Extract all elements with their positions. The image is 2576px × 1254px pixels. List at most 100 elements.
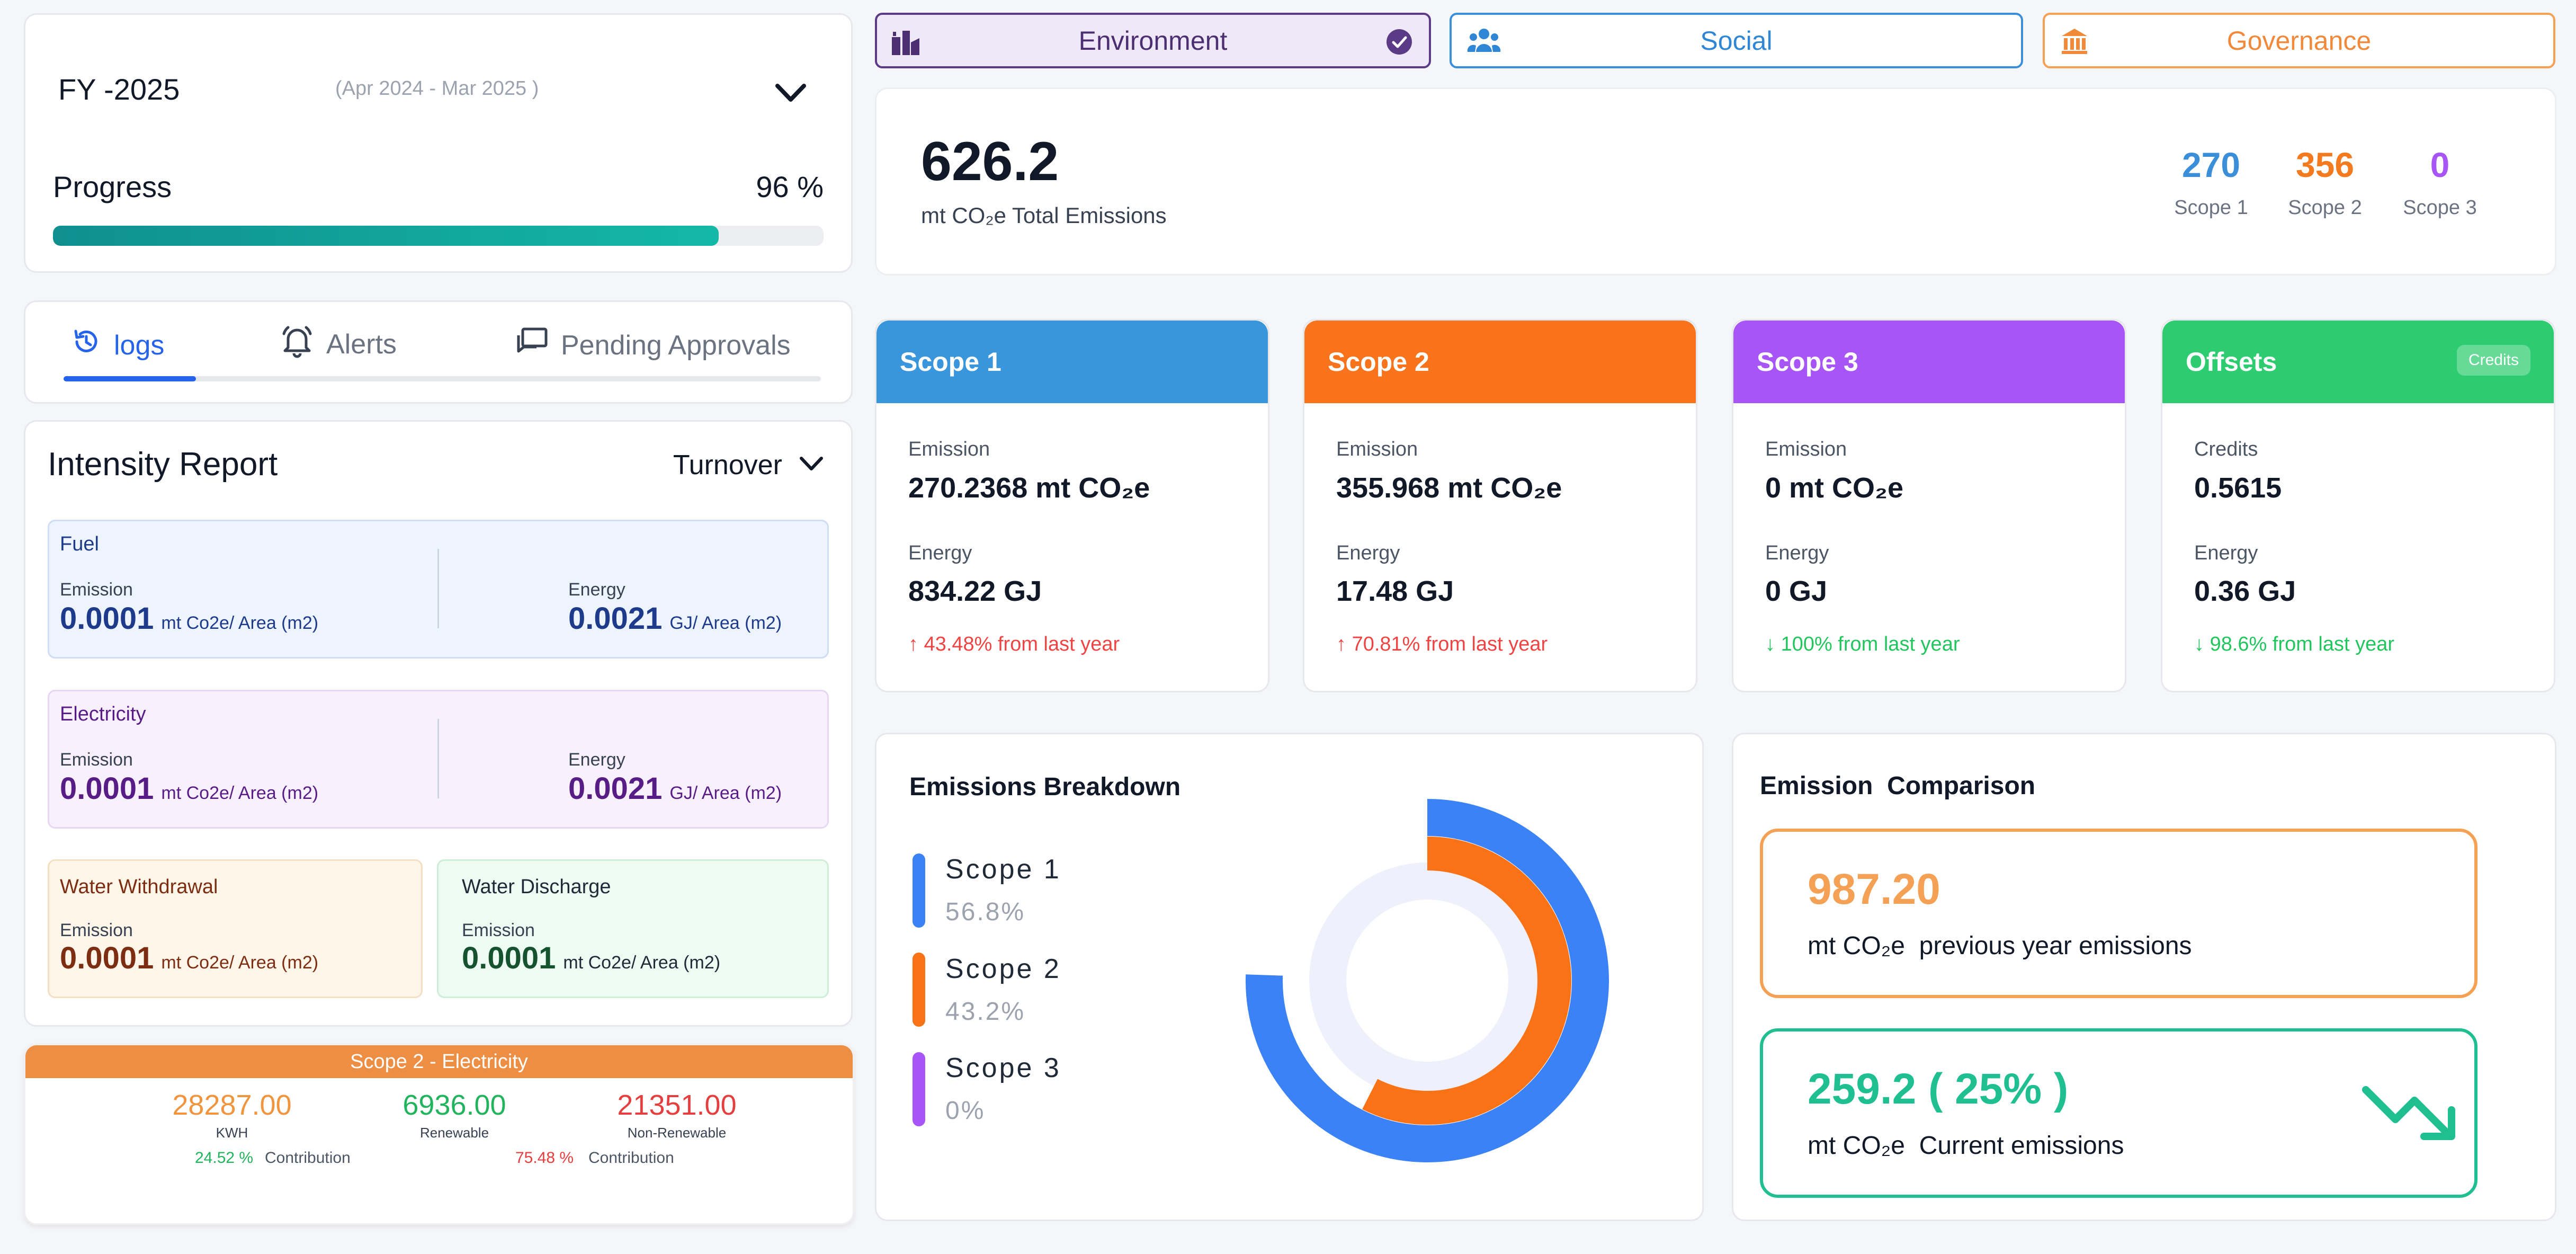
scope2-legend-swatch — [913, 953, 925, 1027]
scope2-emission-label: Emission — [1336, 438, 1418, 460]
previous-year-emissions-label: mt CO₂e previous year emissions — [1808, 932, 2192, 960]
scope2-card-title: Scope 2 — [1304, 321, 1696, 403]
water-withdrawal-emission-value: 0.0001 mt Co2e/ Area (m2) — [60, 941, 319, 975]
renewable-contribution-label: Contribution — [265, 1149, 351, 1167]
trend-down-icon — [2362, 1082, 2462, 1146]
offsets-card[interactable]: Offsets Credits Credits 0.5615 Energy 0.… — [2161, 319, 2555, 692]
history-icon — [70, 326, 102, 364]
emission-comparison-card: Emission Comparison 987.20 mt CO₂e previ… — [1732, 733, 2556, 1221]
tab-logs[interactable]: logs — [70, 326, 164, 364]
tab-environment[interactable]: Environment — [875, 13, 1431, 68]
scope1-summary-value: 270 — [2181, 145, 2241, 184]
renewable-percent: 24.52 % — [195, 1149, 254, 1167]
tab-pending-approvals[interactable]: Pending Approvals — [515, 326, 791, 364]
scope3-summary: 0 Scope 3 — [2392, 145, 2488, 219]
tab-alerts-label: Alerts — [326, 328, 397, 360]
credits-badge: Credits — [2456, 345, 2530, 376]
scope3-legend-percent: 0% — [945, 1097, 986, 1125]
scope3-emission-value: 0 mt CO₂e — [1765, 472, 1904, 504]
bell-icon — [280, 323, 315, 365]
scope1-card[interactable]: Scope 1 Emission 270.2368 mt CO₂e Energy… — [875, 319, 1269, 692]
scope1-summary: 270 Scope 1 — [2163, 145, 2259, 219]
bank-icon — [2060, 26, 2089, 63]
kwh-value: 28287.00 — [172, 1089, 292, 1121]
intensity-report-title: Intensity Report — [48, 446, 278, 483]
emissions-breakdown-title: Emissions Breakdown — [909, 773, 1181, 801]
scope3-emission-label: Emission — [1765, 438, 1847, 460]
electricity-energy-value: 0.0021 GJ/ Area (m2) — [568, 771, 782, 806]
non-renewable-value: 21351.00 — [617, 1089, 737, 1121]
offsets-credits-label: Credits — [2194, 438, 2258, 460]
electricity-emission-value: 0.0001 mt Co2e/ Area (m2) — [60, 771, 319, 806]
arrow-down-icon: ↓ — [2194, 633, 2204, 655]
offsets-energy-value: 0.36 GJ — [2194, 575, 2296, 607]
tab-alerts[interactable]: Alerts — [280, 323, 397, 365]
non-renewable-contribution-label: Contribution — [588, 1149, 674, 1167]
offsets-energy-label: Energy — [2194, 542, 2258, 564]
progress-value: 96 % — [756, 170, 824, 203]
chevron-down-icon — [798, 449, 825, 481]
tab-social-label: Social — [1700, 25, 1773, 56]
scope1-summary-label: Scope 1 — [2174, 197, 2248, 219]
chat-icon — [515, 326, 549, 364]
users-icon — [1466, 26, 1501, 63]
donut-slice-scope-1[interactable] — [1246, 799, 1609, 1162]
scope1-legend-percent: 56.8% — [945, 898, 1026, 926]
scope2-energy-value: 17.48 GJ — [1336, 575, 1454, 607]
scope2-electricity-title: Scope 2 - Electricity — [25, 1045, 853, 1078]
intensity-selector[interactable]: Turnover — [673, 449, 825, 481]
scope2-emission-value: 355.968 mt CO₂e — [1336, 472, 1562, 504]
previous-year-emissions-box: 987.20 mt CO₂e previous year emissions — [1760, 829, 2477, 998]
current-emissions-label: mt CO₂e Current emissions — [1808, 1132, 2124, 1160]
arrow-up-icon: ↑ — [908, 633, 918, 655]
water-discharge-emission-value: 0.0001 mt Co2e/ Area (m2) — [462, 941, 721, 975]
scope1-trend: ↑ 43.48% from last year — [908, 633, 1120, 655]
progress-bar — [53, 226, 824, 246]
emissions-breakdown-card: Emissions Breakdown Scope 1 56.8% Scope … — [875, 733, 1704, 1221]
tab-governance[interactable]: Governance — [2043, 13, 2555, 68]
kwh-label: KWH — [216, 1125, 248, 1141]
scope3-card[interactable]: Scope 3 Emission 0 mt CO₂e Energy 0 GJ ↓… — [1732, 319, 2126, 692]
scope2-trend: ↑ 70.81% from last year — [1336, 633, 1548, 655]
scope1-legend-name: Scope 1 — [945, 854, 1061, 885]
tab-social[interactable]: Social — [1450, 13, 2023, 68]
check-circle-icon — [1385, 28, 1413, 62]
offsets-trend: ↓ 98.6% from last year — [2194, 633, 2395, 655]
intensity-report-card: Intensity Report Turnover Fuel Emission … — [24, 420, 853, 1027]
scope3-card-title: Scope 3 — [1733, 321, 2125, 403]
scope1-legend-swatch — [913, 853, 925, 928]
chevron-down-icon[interactable] — [772, 77, 809, 109]
tab-governance-label: Governance — [2226, 25, 2372, 56]
scope2-card[interactable]: Scope 2 Emission 355.968 mt CO₂e Energy … — [1303, 319, 1697, 692]
offsets-credits-value: 0.5615 — [2194, 472, 2282, 504]
tab-pending-approvals-label: Pending Approvals — [561, 330, 791, 361]
current-emissions-value: 259.2 ( 25% ) — [1808, 1065, 2069, 1113]
offsets-card-title: Offsets — [2162, 321, 2554, 403]
fiscal-year-card: FY -2025 (Apr 2024 - Mar 2025 ) Progress… — [24, 13, 853, 273]
previous-year-emissions-value: 987.20 — [1808, 865, 1940, 913]
total-emissions-label: mt CO₂e Total Emissions — [921, 203, 1167, 228]
arrow-down-icon: ↓ — [1765, 633, 1775, 655]
water-withdrawal-box: Water Withdrawal Emission 0.0001 mt Co2e/… — [48, 859, 423, 998]
fuel-emission-label: Emission — [60, 580, 133, 600]
water-discharge-title: Water Discharge — [462, 876, 611, 898]
fuel-energy-label: Energy — [568, 580, 625, 600]
donut-track — [1309, 862, 1545, 1099]
donut-slice-scope-2[interactable] — [1362, 837, 1571, 1125]
electricity-intensity-box: Electricity Emission 0.0001 mt Co2e/ Area… — [48, 690, 829, 829]
electricity-energy-label: Energy — [568, 750, 625, 770]
fuel-intensity-box: Fuel Emission 0.0001 mt Co2e/ Area (m2) E… — [48, 520, 829, 659]
fiscal-year-title: FY -2025 — [58, 73, 180, 106]
water-discharge-emission-label: Emission — [462, 920, 535, 940]
emission-comparison-title: Emission Comparison — [1760, 772, 2036, 800]
intensity-selector-value: Turnover — [673, 450, 782, 481]
fiscal-year-range: (Apr 2024 - Mar 2025 ) — [335, 77, 539, 100]
tabs-track — [64, 376, 821, 381]
progress-bar-fill — [53, 226, 719, 246]
water-withdrawal-emission-label: Emission — [60, 920, 133, 940]
renewable-value: 6936.00 — [402, 1089, 506, 1121]
emissions-donut-chart — [1246, 799, 1609, 1162]
scope3-energy-label: Energy — [1765, 542, 1829, 564]
scope1-energy-label: Energy — [908, 542, 972, 564]
total-emissions-value: 626.2 — [921, 131, 1059, 192]
